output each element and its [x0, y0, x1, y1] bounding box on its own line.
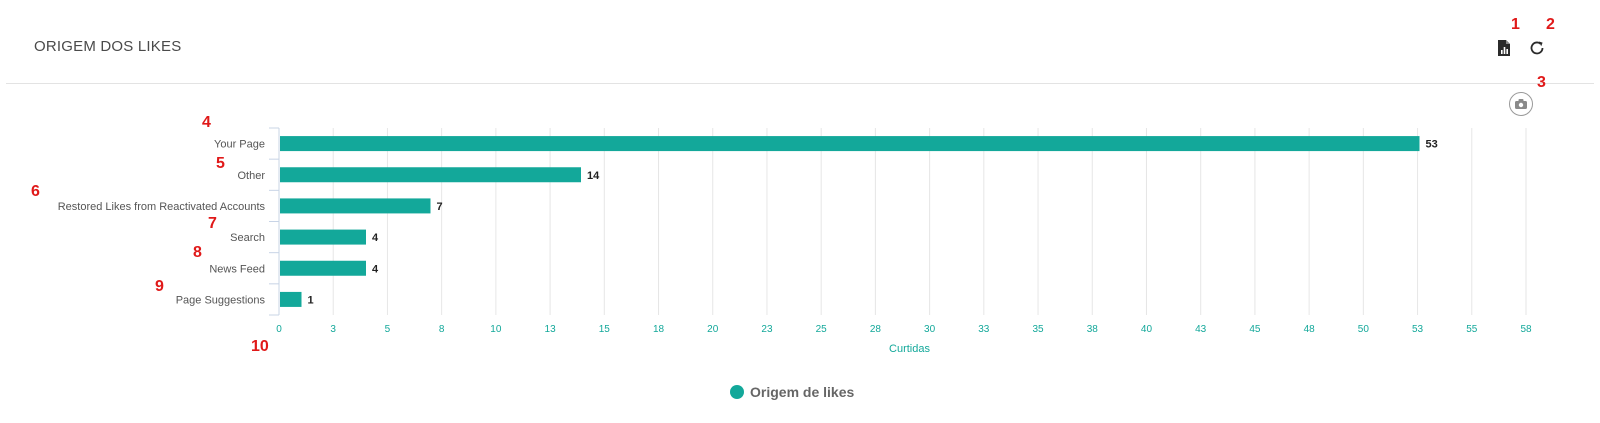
- data-label: 4: [372, 263, 379, 275]
- bar: [280, 260, 366, 276]
- data-label: 4: [372, 232, 379, 244]
- data-label: 1: [308, 294, 314, 306]
- bar: [280, 136, 1420, 152]
- header-divider: [6, 83, 1594, 84]
- x-tick-label: 20: [707, 324, 719, 335]
- bar: [280, 198, 431, 214]
- x-tick-label: 15: [599, 324, 611, 335]
- legend[interactable]: Origem de likes: [730, 384, 854, 400]
- marker-10: 10: [251, 338, 269, 355]
- category-label: Your Page: [214, 139, 265, 151]
- bar: [280, 167, 581, 183]
- legend-label: Origem de likes: [750, 384, 855, 400]
- x-tick-label: 33: [978, 324, 990, 335]
- x-tick-label: 48: [1304, 324, 1316, 335]
- pdf-export-icon: [1498, 40, 1510, 56]
- category-label: Page Suggestions: [176, 294, 266, 306]
- legend-swatch: [730, 385, 744, 399]
- marker-9: 9: [155, 278, 164, 295]
- x-tick-label: 8: [439, 324, 445, 335]
- marker-1: 1: [1511, 16, 1520, 33]
- data-label: 53: [1426, 139, 1438, 151]
- camera-button[interactable]: [1509, 92, 1533, 116]
- marker-7: 7: [208, 215, 217, 232]
- x-axis-title: Curtidas: [889, 343, 930, 355]
- marker-8: 8: [193, 244, 202, 261]
- x-tick-label: 0: [276, 324, 282, 335]
- category-label: News Feed: [209, 263, 265, 275]
- refresh-button[interactable]: [1528, 39, 1546, 57]
- category-label: Restored Likes from Reactivated Accounts: [58, 201, 266, 213]
- x-tick-label: 53: [1412, 324, 1424, 335]
- refresh-icon: [1530, 41, 1544, 55]
- category-label: Other: [237, 170, 265, 182]
- x-tick-label: 50: [1358, 324, 1370, 335]
- x-tick-label: 13: [545, 324, 557, 335]
- x-tick-label: 35: [1032, 324, 1044, 335]
- marker-2: 2: [1546, 16, 1555, 33]
- marker-6: 6: [31, 183, 40, 200]
- x-tick-label: 10: [490, 324, 502, 335]
- x-tick-label: 30: [924, 324, 936, 335]
- camera-icon: [1515, 99, 1527, 109]
- x-tick-label: 18: [653, 324, 665, 335]
- x-tick-label: 45: [1249, 324, 1261, 335]
- panel-title: ORIGEM DOS LIKES: [34, 38, 182, 55]
- marker-4: 4: [202, 114, 211, 131]
- x-tick-label: 28: [870, 324, 882, 335]
- marker-5: 5: [216, 155, 225, 172]
- bar: [280, 291, 302, 307]
- category-label: Search: [230, 232, 265, 244]
- x-tick-label: 58: [1520, 324, 1532, 335]
- data-label: 7: [437, 201, 443, 213]
- data-label: 14: [587, 170, 600, 182]
- marker-3: 3: [1537, 74, 1546, 91]
- x-tick-label: 40: [1141, 324, 1153, 335]
- bar: [280, 229, 366, 245]
- x-tick-label: 3: [330, 324, 336, 335]
- x-tick-label: 23: [761, 324, 773, 335]
- x-tick-label: 38: [1087, 324, 1099, 335]
- x-tick-label: 43: [1195, 324, 1207, 335]
- x-tick-label: 55: [1466, 324, 1478, 335]
- pdf-export-button[interactable]: [1496, 39, 1514, 57]
- x-tick-label: 25: [816, 324, 828, 335]
- x-tick-label: 5: [385, 324, 391, 335]
